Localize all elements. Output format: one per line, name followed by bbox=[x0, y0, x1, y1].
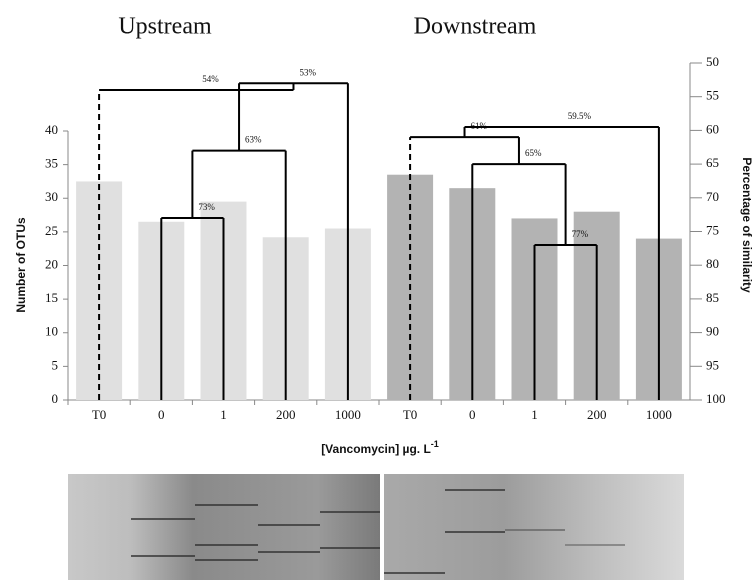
node-label: 65% bbox=[525, 148, 542, 158]
y-tick-label: 0 bbox=[52, 391, 59, 406]
x-axis-title: [Vancomycin] µg. L-1 bbox=[321, 439, 439, 456]
node-label: 59.5% bbox=[568, 111, 592, 121]
group-title: Downstream bbox=[414, 14, 537, 40]
y2-tick-label: 80 bbox=[706, 256, 719, 271]
x-tick-label: 1 bbox=[531, 407, 538, 422]
y2-tick-label: 85 bbox=[706, 290, 719, 305]
y2-tick-label: 55 bbox=[706, 88, 719, 103]
y-tick-label: 30 bbox=[45, 189, 58, 204]
y2-tick-label: 70 bbox=[706, 189, 719, 204]
group-title: Upstream bbox=[118, 14, 212, 40]
x-tick-label: T0 bbox=[403, 407, 417, 422]
node-label: 73% bbox=[198, 202, 215, 212]
y2-tick-label: 65 bbox=[706, 155, 719, 170]
y-tick-label: 35 bbox=[45, 156, 58, 171]
gel-image bbox=[68, 474, 684, 580]
y2-tick-label: 50 bbox=[706, 54, 719, 69]
x-tick-label: 1 bbox=[220, 407, 227, 422]
y-tick-label: 40 bbox=[45, 122, 58, 137]
y2-tick-label: 90 bbox=[706, 324, 719, 339]
node-label: 63% bbox=[245, 135, 262, 145]
x-tick-label: 1000 bbox=[646, 407, 672, 422]
y2-tick-label: 60 bbox=[706, 121, 719, 136]
y-tick-label: 5 bbox=[52, 357, 59, 372]
y-tick-label: 15 bbox=[45, 290, 58, 305]
x-tick-label: 1000 bbox=[335, 407, 361, 422]
y-tick-label: 20 bbox=[45, 256, 58, 271]
x-axis-title-main: [Vancomycin] µg. L bbox=[321, 442, 431, 456]
y2-axis-title: Percentage of similarity bbox=[740, 157, 754, 293]
x-tick-label: 0 bbox=[158, 407, 165, 422]
x-tick-label: 200 bbox=[276, 407, 296, 422]
x-axis-title-sup: -1 bbox=[431, 439, 439, 449]
y2-tick-label: 100 bbox=[706, 391, 726, 406]
node-label: 54% bbox=[202, 74, 219, 84]
y-tick-label: 10 bbox=[45, 324, 58, 339]
y2-tick-label: 75 bbox=[706, 222, 719, 237]
node-label: 53% bbox=[299, 67, 316, 77]
x-tick-label: 200 bbox=[587, 407, 607, 422]
y-axis-title: Number of OTUs bbox=[14, 217, 28, 313]
x-tick-label: 0 bbox=[469, 407, 476, 422]
y2-tick-label: 95 bbox=[706, 357, 719, 372]
node-label: 77% bbox=[572, 229, 589, 239]
y-tick-label: 25 bbox=[45, 223, 58, 238]
x-tick-label: T0 bbox=[92, 407, 106, 422]
